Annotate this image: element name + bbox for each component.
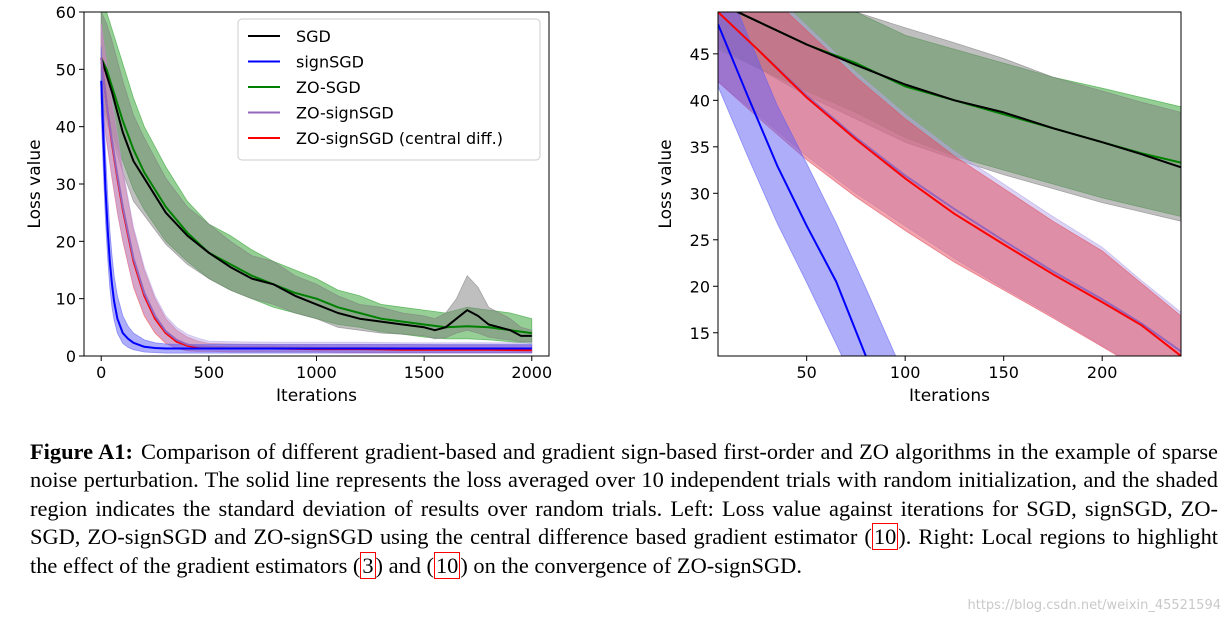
right-ytick-label: 35	[690, 138, 710, 157]
right-plot-area	[718, 12, 1181, 356]
caption-text-4: ) on the convergence of ZO-signSGD.	[460, 552, 802, 578]
right-panel: 50 100 150 200 15 20 25 30 35 40 45 Iterations Loss …	[656, 11, 1182, 406]
left-legend-label-zo-signsgd: ZO-signSGD	[296, 104, 394, 123]
right-line-zo-signsgd-central-diff	[718, 12, 1181, 356]
right-band-zo-signsgd-central-diff	[718, 12, 1181, 356]
left-xtick-label: 1000	[296, 363, 337, 382]
left-legend-label-signsgd: signSGD	[296, 53, 364, 72]
left-legend-label-sgd: SGD	[296, 27, 331, 46]
left-ytick-label: 0	[66, 347, 76, 366]
left-xtick-label: 2000	[511, 363, 552, 382]
left-ytick-label: 40	[56, 118, 76, 137]
left-band-signsgd	[100, 46, 533, 354]
right-line-sgd	[735, 12, 1181, 169]
left-line-sgd	[100, 57, 532, 337]
figure-caption: Figure A1: Comparison of different gradie…	[30, 438, 1218, 580]
left-band-sgd	[100, 12, 533, 343]
left-xtick-label: 1500	[404, 363, 445, 382]
right-xaxis-label: Iterations	[909, 386, 990, 406]
figure: 0 500 1000 1500 2000 0 10 20 30 40 50 60 Iterations L…	[25, 3, 1182, 406]
left-ytick-label: 20	[56, 232, 76, 251]
left-ytick-label: 10	[56, 290, 76, 309]
left-panel: 0 500 1000 1500 2000 0 10 20 30 40 50 60 Iterations L…	[25, 3, 552, 406]
left-plot-area	[100, 12, 533, 354]
right-ytick-label: 40	[690, 91, 710, 110]
right-xtick-label: 100	[890, 363, 921, 382]
left-yaxis-label: Loss value	[25, 139, 45, 228]
right-ytick-label: 20	[690, 277, 710, 296]
left-xtick-label: 500	[194, 363, 225, 382]
caption-text-2: ). Right: Local regions to highlight the…	[30, 524, 1219, 578]
left-ytick-label: 50	[56, 60, 76, 79]
caption-text-3: ) and (	[375, 552, 434, 578]
right-xtick-label: 50	[796, 363, 816, 382]
caption-text-1: Comparison of different gradient-based a…	[30, 439, 1218, 550]
caption-label: Figure A1:	[30, 439, 133, 464]
left-xtick-label: 0	[96, 363, 106, 382]
left-xaxis-label: Iterations	[276, 386, 357, 406]
left-line-zo-sgd	[100, 57, 532, 335]
left-legend-box	[237, 18, 541, 161]
right-band-signsgd	[718, 12, 897, 356]
left-line-signsgd	[100, 80, 532, 350]
left-legend-label-zo-signsgd-central-diff: ZO-signSGD (central diff.)	[296, 129, 503, 148]
right-axes-frame	[717, 11, 1182, 357]
left-ytick-label: 60	[56, 3, 76, 22]
right-xtick-label: 200	[1087, 363, 1118, 382]
caption-ref-3-link[interactable]: 3	[360, 551, 376, 579]
left-legend: SGD signSGD ZO-SGD ZO-signSGD ZO-signSGD (ce…	[237, 18, 541, 161]
left-legend-label-zo-sgd: ZO-SGD	[296, 78, 361, 97]
right-ytick-label: 25	[690, 231, 710, 250]
right-yaxis-label: Loss value	[656, 139, 676, 228]
right-ytick-label: 15	[690, 324, 710, 343]
right-line-signsgd	[718, 23, 868, 356]
left-ytick-label: 30	[56, 175, 76, 194]
right-xtick-label: 150	[988, 363, 1019, 382]
right-ytick-label: 30	[690, 184, 710, 203]
caption-ref-10-link[interactable]: 10	[871, 523, 899, 551]
watermark-url: https://blog.csdn.net/weixin_45521594	[967, 598, 1221, 613]
right-ytick-label: 45	[690, 45, 710, 64]
caption-ref-10b-link[interactable]: 10	[433, 551, 461, 579]
